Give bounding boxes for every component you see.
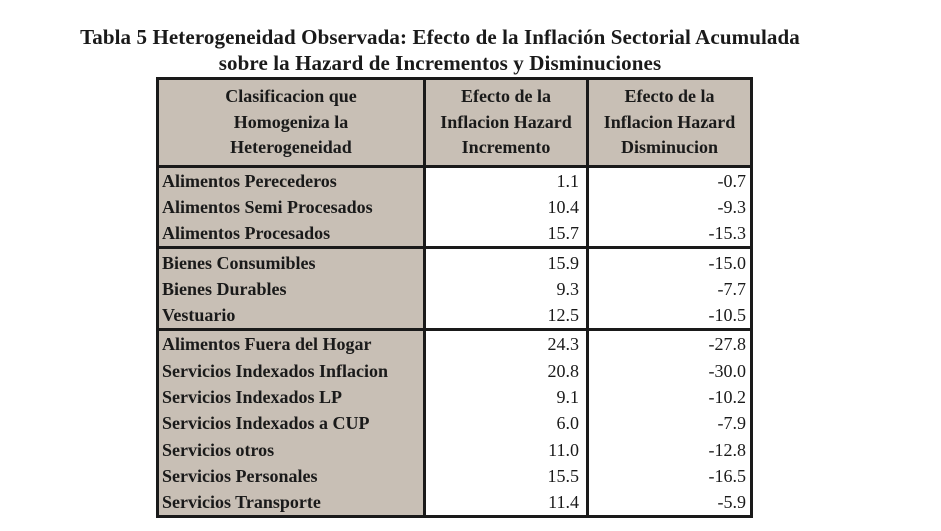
- row-decrement-value: -7.7: [586, 275, 753, 302]
- row-decrement-value: -16.5: [586, 462, 753, 490]
- group-goods: Bienes Consumibles 15.9 -15.0 Bienes Dur…: [156, 246, 753, 332]
- row-label: Bienes Consumibles: [156, 246, 426, 276]
- row-label: Servicios Indexados a CUP: [156, 410, 426, 437]
- table-row: Servicios Personales 15.5 -16.5: [156, 462, 753, 490]
- table-row: Alimentos Fuera del Hogar 24.3 -27.8: [156, 328, 753, 358]
- table-title: Tabla 5 Heterogeneidad Observada: Efecto…: [0, 24, 880, 76]
- row-increment-value: 1.1: [423, 164, 589, 194]
- header-effect-decrease: Efecto de la Inflacion Hazard Disminucio…: [586, 77, 753, 168]
- row-decrement-value: -27.8: [586, 328, 753, 358]
- table-row: Servicios Indexados LP 9.1 -10.2: [156, 383, 753, 411]
- table-row: Alimentos Perecederos 1.1 -0.7: [156, 164, 753, 194]
- table-row: Vestuario 12.5 -10.5: [156, 301, 753, 332]
- row-increment-value: 24.3: [423, 328, 589, 358]
- row-decrement-value: -0.7: [586, 164, 753, 194]
- row-label: Alimentos Semi Procesados: [156, 193, 426, 221]
- row-label: Servicios Transporte: [156, 489, 426, 519]
- table-title-line-2: sobre la Hazard de Incrementos y Disminu…: [218, 51, 662, 75]
- row-decrement-value: -15.3: [586, 220, 753, 250]
- row-increment-value: 6.0: [423, 410, 589, 437]
- row-decrement-value: -30.0: [586, 357, 753, 384]
- table-row: Servicios Indexados a CUP 6.0 -7.9: [156, 410, 753, 437]
- row-decrement-value: -12.8: [586, 436, 753, 463]
- row-decrement-value: -10.2: [586, 383, 753, 411]
- row-label: Vestuario: [156, 301, 426, 332]
- row-decrement-value: -5.9: [586, 489, 753, 519]
- row-decrement-value: -9.3: [586, 193, 753, 221]
- header-effect-increase: Efecto de la Inflacion Hazard Incremento: [423, 77, 589, 168]
- row-increment-value: 15.5: [423, 462, 589, 490]
- group-food: Alimentos Perecederos 1.1 -0.7 Alimentos…: [156, 164, 753, 250]
- row-increment-value: 11.4: [423, 489, 589, 519]
- row-increment-value: 20.8: [423, 357, 589, 384]
- group-services: Alimentos Fuera del Hogar 24.3 -27.8 Ser…: [156, 328, 753, 519]
- table-row: Servicios Indexados Inflacion 20.8 -30.0: [156, 357, 753, 384]
- row-label: Alimentos Procesados: [156, 220, 426, 250]
- header-row: Clasificacion que Homogeniza la Heteroge…: [156, 77, 753, 168]
- row-increment-value: 15.7: [423, 220, 589, 250]
- row-increment-value: 9.3: [423, 275, 589, 302]
- row-increment-value: 12.5: [423, 301, 589, 332]
- row-increment-value: 11.0: [423, 436, 589, 463]
- row-label: Bienes Durables: [156, 275, 426, 302]
- row-label: Servicios otros: [156, 436, 426, 463]
- table-row: Bienes Durables 9.3 -7.7: [156, 275, 753, 302]
- table-row: Bienes Consumibles 15.9 -15.0: [156, 246, 753, 276]
- row-label: Alimentos Fuera del Hogar: [156, 328, 426, 358]
- row-decrement-value: -10.5: [586, 301, 753, 332]
- row-label: Servicios Personales: [156, 462, 426, 490]
- row-decrement-value: -15.0: [586, 246, 753, 276]
- table-title-line-1: Tabla 5 Heterogeneidad Observada: Efecto…: [80, 25, 800, 49]
- row-decrement-value: -7.9: [586, 410, 753, 437]
- table-row: Alimentos Procesados 15.7 -15.3: [156, 220, 753, 250]
- row-increment-value: 15.9: [423, 246, 589, 276]
- heterogeneity-table: Clasificacion que Homogeniza la Heteroge…: [156, 77, 753, 519]
- row-increment-value: 10.4: [423, 193, 589, 221]
- table-row: Alimentos Semi Procesados 10.4 -9.3: [156, 193, 753, 221]
- table-row: Servicios Transporte 11.4 -5.9: [156, 489, 753, 519]
- row-label: Servicios Indexados LP: [156, 383, 426, 411]
- row-label: Alimentos Perecederos: [156, 164, 426, 194]
- header-classification: Clasificacion que Homogeniza la Heteroge…: [156, 77, 426, 168]
- table-row: Servicios otros 11.0 -12.8: [156, 436, 753, 463]
- row-increment-value: 9.1: [423, 383, 589, 411]
- row-label: Servicios Indexados Inflacion: [156, 357, 426, 384]
